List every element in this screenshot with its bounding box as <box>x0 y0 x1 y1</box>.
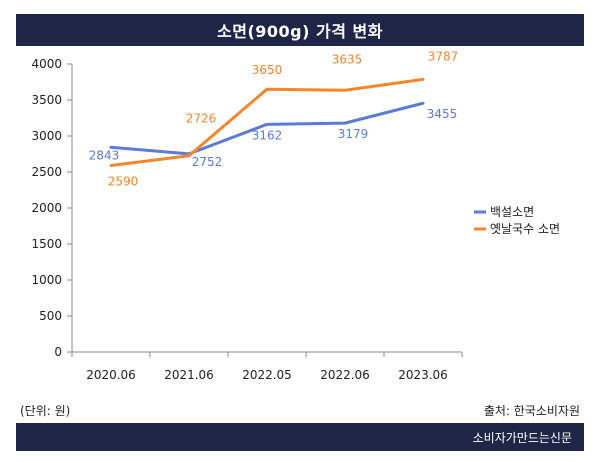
data-label: 2843 <box>89 148 120 162</box>
publisher-name: 소비자가만드는신문 <box>472 430 572 445</box>
publisher-footer: 소비자가만드는신문 <box>16 423 584 451</box>
chart-title: 소면(900g) 가격 변화 <box>16 14 584 46</box>
unit-note: (단위: 원) <box>20 404 71 418</box>
x-tick-label: 2020.06 <box>86 368 136 382</box>
y-tick-label: 4000 <box>31 57 62 71</box>
y-tick-label: 2000 <box>31 201 62 215</box>
series-line <box>109 77 425 168</box>
data-labels: 2843 2752 3162 3179 3455 2590 2726 3650 3635 3787 <box>89 49 459 188</box>
x-tick-label: 2022.05 <box>242 368 292 382</box>
data-label: 3650 <box>252 63 283 77</box>
x-tick-label: 2022.06 <box>320 368 370 382</box>
data-label: 3787 <box>428 49 459 63</box>
y-tick-label: 2500 <box>31 165 62 179</box>
legend-label: 백설소면 <box>490 205 534 219</box>
y-tick-label: 3500 <box>31 93 62 107</box>
series-lines <box>109 77 425 168</box>
axes: 0 500 1000 1500 2000 2500 3000 3500 4000 2020.06 2… <box>31 57 463 382</box>
y-tick-label: 1500 <box>31 237 62 251</box>
y-tick-label: 0 <box>54 345 62 359</box>
data-label: 3455 <box>427 107 458 121</box>
y-tick-label: 500 <box>39 309 62 323</box>
data-label: 3162 <box>252 128 283 142</box>
y-tick-label: 3000 <box>31 129 62 143</box>
data-label: 2590 <box>108 175 139 189</box>
data-label: 2752 <box>192 155 223 169</box>
line-chart: 0 500 1000 1500 2000 2500 3000 3500 4000 2020.06 2… <box>31 49 560 382</box>
x-tick-label: 2023.06 <box>398 368 448 382</box>
source-note: 출처: 한국소비자원 <box>483 404 580 418</box>
data-label: 2726 <box>186 112 217 126</box>
legend-label: 옛날국수 소면 <box>490 222 560 236</box>
x-tick-label: 2021.06 <box>164 368 214 382</box>
y-tick-label: 1000 <box>31 273 62 287</box>
series-line <box>109 101 425 156</box>
data-label: 3179 <box>338 127 369 141</box>
data-label: 3635 <box>332 52 363 66</box>
